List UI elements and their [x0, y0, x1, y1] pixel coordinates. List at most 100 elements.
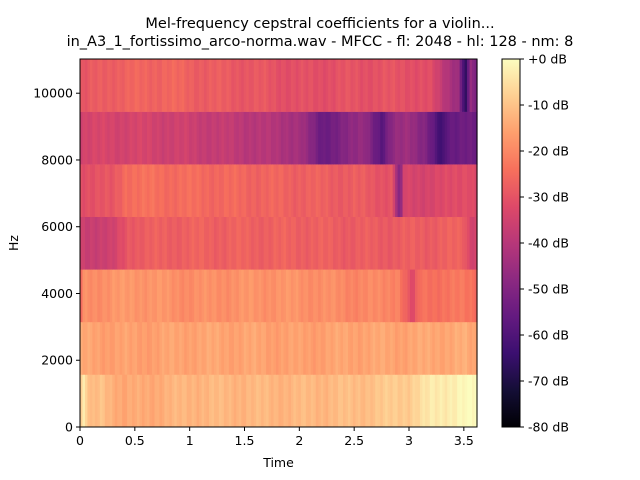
heatmap-cell — [196, 216, 200, 270]
heatmap-cell — [258, 269, 262, 323]
heatmap-cell — [164, 321, 168, 375]
heatmap-cell — [194, 374, 198, 428]
heatmap-cell — [149, 111, 153, 165]
heatmap-cell — [256, 59, 260, 112]
heatmap-cell — [204, 164, 208, 218]
heatmap-cell — [104, 111, 108, 165]
heatmap-cell — [119, 111, 123, 165]
heatmap-cell — [132, 374, 136, 428]
heatmap-cell — [176, 216, 180, 270]
heatmap-cell — [181, 164, 185, 218]
heatmap-cell — [146, 59, 151, 112]
heatmap-cell — [156, 164, 160, 218]
heatmap-cell — [261, 269, 265, 323]
heatmap-cell — [380, 216, 384, 270]
heatmap-cell — [201, 216, 205, 270]
heatmap-cell — [345, 269, 349, 323]
heatmap-cell — [412, 164, 416, 218]
heatmap-cell — [268, 216, 272, 270]
heatmap-cell — [459, 216, 463, 270]
heatmap-cell — [305, 216, 309, 270]
heatmap-cell — [360, 216, 364, 270]
heatmap-cell — [278, 59, 282, 112]
heatmap-cell — [454, 269, 458, 323]
heatmap-cell — [338, 216, 342, 270]
heatmap-cell — [467, 111, 471, 165]
heatmap-cell — [256, 321, 260, 375]
heatmap-cell — [191, 59, 195, 112]
heatmap-cell — [303, 269, 307, 323]
heatmap-cell — [132, 321, 136, 375]
heatmap-cell — [320, 216, 324, 270]
heatmap-cell — [300, 164, 304, 218]
heatmap-cell — [271, 164, 275, 218]
heatmap-cell — [347, 269, 352, 323]
heatmap-cell — [298, 269, 302, 323]
heatmap-cell — [313, 164, 317, 218]
heatmap-cell — [166, 111, 170, 165]
heatmap-cell — [454, 216, 458, 270]
heatmap-cell — [333, 59, 337, 112]
heatmap-cell — [402, 59, 406, 112]
heatmap-cell — [328, 164, 332, 218]
heatmap-cell — [457, 164, 461, 218]
heatmap-cell — [350, 164, 354, 218]
heatmap-cell — [189, 321, 193, 375]
heatmap-cell — [156, 321, 160, 375]
heatmap-cell — [107, 216, 111, 270]
heatmap-cell — [151, 59, 156, 112]
heatmap-cell — [199, 59, 203, 112]
heatmap-cell — [82, 164, 86, 218]
heatmap-cell — [372, 164, 376, 218]
heatmap-cell — [263, 59, 267, 112]
heatmap-cell — [97, 374, 101, 428]
heatmap-cell — [159, 59, 163, 112]
heatmap-cell — [179, 216, 183, 270]
heatmap-cell — [323, 164, 327, 218]
heatmap-cell — [300, 59, 304, 112]
heatmap-cell — [439, 59, 443, 112]
heatmap-cell — [350, 321, 354, 375]
heatmap-cell — [442, 321, 446, 375]
heatmap-cell — [333, 374, 337, 428]
heatmap-cell — [211, 269, 215, 323]
heatmap-cell — [372, 59, 376, 112]
heatmap-cell — [395, 111, 399, 165]
heatmap-cell — [414, 269, 419, 323]
heatmap-cell — [233, 321, 237, 375]
heatmap-cell — [213, 216, 218, 270]
heatmap-cell — [402, 269, 406, 323]
heatmap-cell — [248, 216, 252, 270]
heatmap-cell — [186, 269, 190, 323]
heatmap-cell — [457, 374, 461, 428]
heatmap-cell — [323, 269, 327, 323]
heatmap-cell — [417, 374, 421, 428]
heatmap-cell — [154, 374, 158, 428]
heatmap-cell — [457, 321, 461, 375]
heatmap-cell — [211, 59, 215, 112]
heatmap-cell — [464, 269, 468, 323]
heatmap-cell — [444, 59, 448, 112]
heatmap-cell — [298, 164, 302, 218]
heatmap-cell — [166, 164, 170, 218]
heatmap-cell — [181, 111, 185, 165]
heatmap-cell — [439, 216, 443, 270]
heatmap-cell — [151, 321, 156, 375]
heatmap-cell — [382, 111, 386, 165]
x-tick-label: 1 — [186, 433, 194, 448]
heatmap-cell — [338, 321, 342, 375]
heatmap-cell — [464, 321, 468, 375]
heatmap-cell — [164, 216, 168, 270]
heatmap-cell — [365, 111, 369, 165]
heatmap-cell — [186, 216, 190, 270]
heatmap-cell — [122, 59, 126, 112]
heatmap-cell — [452, 111, 456, 165]
heatmap — [80, 59, 478, 428]
heatmap-cell — [288, 321, 292, 375]
heatmap-cell — [243, 321, 247, 375]
heatmap-cell — [80, 216, 84, 270]
heatmap-cell — [288, 111, 292, 165]
heatmap-cell — [92, 374, 96, 428]
heatmap-cell — [137, 59, 141, 112]
heatmap-cell — [360, 59, 364, 112]
